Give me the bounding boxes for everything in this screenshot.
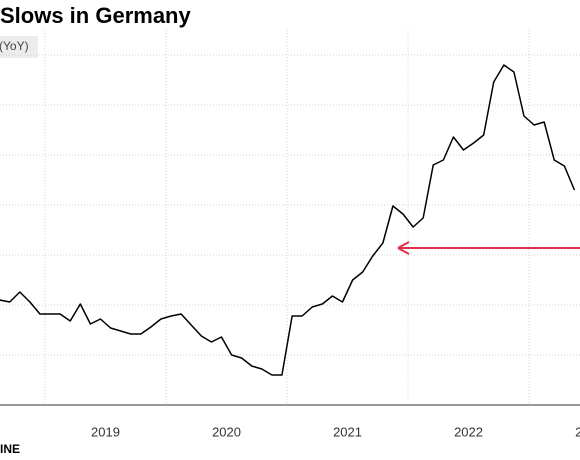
chart-title: Slows in Germany	[0, 3, 191, 28]
x-tick-label: 2022	[454, 424, 483, 439]
legend-box	[0, 36, 38, 58]
legend-label: (YoY)	[0, 39, 29, 53]
plot-area: 2019 2020 2021 2022 2023	[0, 30, 580, 439]
x-tick-label: 2023	[575, 424, 580, 439]
arrow-head	[397, 241, 410, 255]
source: INE	[0, 442, 20, 456]
x-tick-label: 2020	[212, 424, 241, 439]
x-tick-label: 2021	[333, 424, 362, 439]
data-line	[0, 64, 576, 376]
x-tick-label: 2019	[91, 424, 120, 439]
